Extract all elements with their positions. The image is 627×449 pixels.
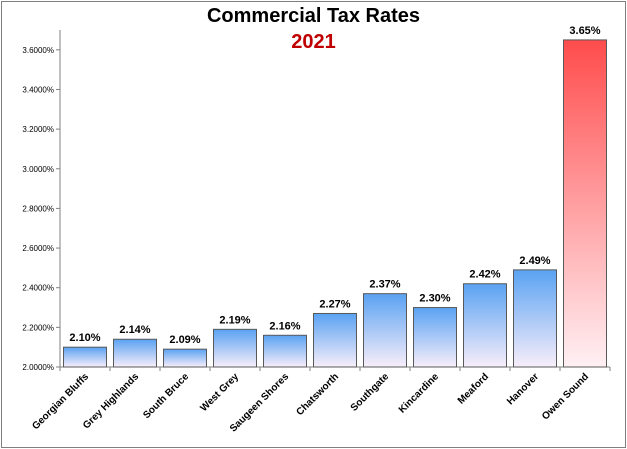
bar-hanover <box>513 269 557 368</box>
bar-meaford <box>463 283 507 368</box>
bars <box>63 39 607 368</box>
data-label: 2.16% <box>269 320 300 332</box>
y-tick-label: 3.2000% <box>22 125 54 134</box>
data-label: 2.19% <box>219 314 250 326</box>
bar-chatsworth <box>313 312 357 368</box>
y-tick-label: 2.6000% <box>22 244 54 253</box>
data-label-bg <box>267 318 303 333</box>
data-label: 2.37% <box>369 279 400 291</box>
category-label: Hanover <box>505 371 541 407</box>
bar-kincardine <box>413 307 457 368</box>
data-label: 2.27% <box>319 298 350 310</box>
category-label: Chatsworth <box>294 371 341 418</box>
bar-saugeen-shores <box>263 334 307 368</box>
category-label: South Bruce <box>141 371 191 421</box>
data-label-bg <box>467 266 503 281</box>
category-label: Owen Sound <box>540 371 591 422</box>
category-label: Meaford <box>456 371 491 406</box>
category-label: Kincardine <box>397 371 442 416</box>
bar-georgian-bluffs <box>63 346 107 368</box>
y-tick-label: 3.4000% <box>22 85 54 94</box>
bar-west-grey <box>213 328 257 368</box>
data-label: 2.10% <box>69 332 100 344</box>
data-label: 2.14% <box>119 324 150 336</box>
data-label-bg <box>217 312 253 327</box>
data-label-bg <box>567 22 603 37</box>
y-tick-label: 3.6000% <box>22 46 54 55</box>
bar-grey-highlands <box>113 338 157 368</box>
y-tick-label: 3.0000% <box>22 165 54 174</box>
y-tick-label: 2.0000% <box>22 363 54 372</box>
data-label: 2.49% <box>519 255 550 267</box>
data-label-bg <box>117 322 153 337</box>
data-label-bg <box>317 296 353 311</box>
category-label: West Grey <box>198 371 241 414</box>
data-label-bg <box>167 332 203 347</box>
chart-subtitle: 2021 <box>291 31 336 53</box>
data-label-bg <box>517 252 553 267</box>
data-label: 2.42% <box>469 269 500 281</box>
y-tick-label: 2.8000% <box>22 204 54 213</box>
data-label: 3.65% <box>569 25 600 37</box>
data-label: 2.09% <box>169 334 200 346</box>
data-label: 2.30% <box>419 293 450 305</box>
bar-owen-sound <box>563 39 607 368</box>
bar-south-bruce <box>163 348 207 368</box>
y-tick-label: 2.4000% <box>22 284 54 293</box>
data-label-bg <box>367 276 403 291</box>
bar-southgate <box>363 293 407 368</box>
y-tick-label: 2.2000% <box>22 323 54 332</box>
data-label-bg <box>417 290 453 305</box>
chart-title: Commercial Tax Rates <box>206 5 421 27</box>
category-label: Southgate <box>349 371 392 414</box>
data-label-bg <box>67 330 103 345</box>
